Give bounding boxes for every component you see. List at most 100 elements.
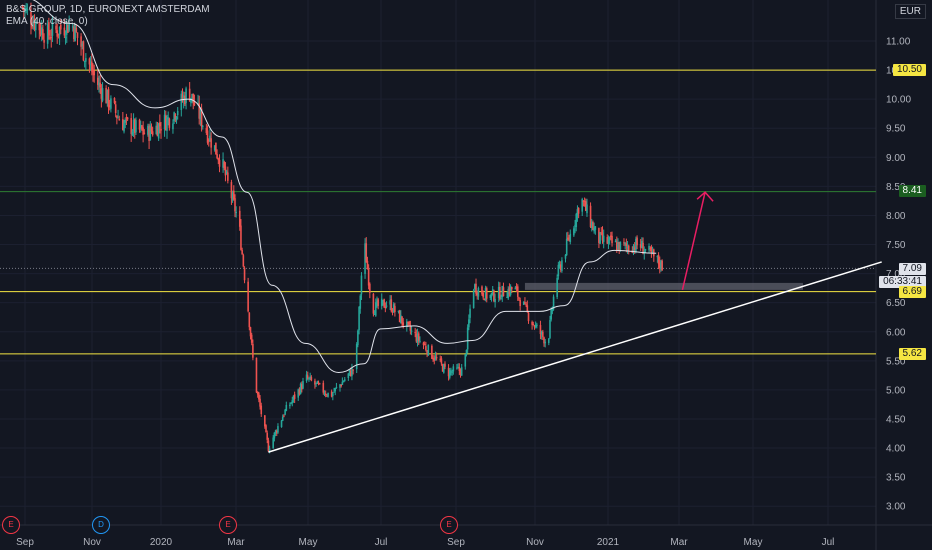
candle-body [500,298,502,300]
candle-body [511,287,513,290]
candle-body [160,128,162,131]
candle-body [441,364,444,372]
x-tick-label: Nov [83,537,101,548]
candle-body [565,238,568,256]
candle-body [348,370,351,374]
candle-body [33,18,36,29]
candle-body [432,357,434,360]
candle-body [657,254,660,265]
candle-body [359,295,362,309]
candle-body [474,284,476,290]
candle-body [310,377,313,381]
candle-body [364,243,366,274]
candle-body [301,384,303,390]
candle-body [385,305,388,307]
candle-body [51,22,54,36]
candle-body [76,32,79,38]
candle-body [32,21,35,28]
candle-body [641,241,643,248]
candle-body [235,211,237,213]
candle-body [544,341,547,344]
candle-body [123,122,125,132]
candle-body [306,375,309,379]
candle-body [384,306,387,309]
candle-body [190,97,192,103]
y-tick-label: 5.50 [886,356,906,367]
candle-body [623,242,625,244]
y-tick-label: 9.50 [886,124,906,135]
candle-body [618,242,620,251]
candle-body [450,371,452,373]
candle-body [205,128,208,134]
candle-body [485,288,488,299]
earnings-event-icon[interactable]: E [440,516,458,534]
candle-body [209,135,211,142]
price-tag-8-41: 8.41 [898,185,926,197]
candle-body [639,244,642,248]
candle-body [607,239,610,244]
candle-body [407,321,409,323]
candle-body [30,11,32,25]
x-tick-label: Mar [227,537,245,548]
candle-body [414,331,416,334]
candle-body [107,88,110,108]
y-tick-label: 11.00 [886,37,911,48]
candle-body [522,301,525,305]
candle-body [299,383,302,394]
candle-body [210,138,212,148]
candle-body [38,22,41,31]
candle-body [324,393,327,395]
candle-body [648,245,650,251]
candle-body [260,405,263,415]
y-tick-label: 5.00 [886,385,906,396]
y-tick-label: 7.50 [886,240,906,251]
candle-body [198,103,201,119]
candle-body [536,324,538,327]
price-tag-6-69: 6.69 [898,286,926,298]
candle-body [617,243,619,250]
candle-body [133,119,136,133]
candle-body [440,358,443,364]
earnings-event-icon[interactable]: E [219,516,237,534]
candle-body [601,232,604,241]
candle-body [126,117,129,120]
candle-body [616,242,618,251]
candle-body [401,316,403,324]
candle-body [100,88,103,99]
candle-body [626,246,629,248]
candle-body [114,104,117,114]
candle-body [518,297,520,299]
candle-body [284,409,286,415]
candle-body [508,287,511,295]
candle-body [526,305,529,312]
candle-body [81,43,84,46]
candle-body [138,119,141,130]
candle-body [374,302,377,316]
earnings-event-icon[interactable]: E [2,516,20,534]
candle-body [155,125,158,134]
candle-body [49,37,51,39]
candle-body [406,321,408,327]
candle-body [532,323,535,325]
indicator-label: EMA (40, close, 0) [6,16,88,27]
x-tick-label: Jul [375,537,388,548]
arrow-head-icon [696,191,714,202]
candle-body [124,119,127,123]
candle-body [593,227,595,232]
candle-body [527,312,530,322]
candle-body [465,349,468,356]
currency-label[interactable]: EUR [894,4,926,19]
candle-body [167,117,169,120]
candle-body [150,127,153,132]
candle-body [252,343,254,358]
candle-body [360,275,363,295]
dividend-event-icon[interactable]: D [92,516,110,534]
candle-body [217,158,220,161]
candle-body [98,82,100,86]
candle-body [390,299,393,312]
x-tick-label: May [299,537,318,548]
candle-body [483,298,486,301]
candle-body [147,125,149,135]
candle-body [602,235,605,242]
